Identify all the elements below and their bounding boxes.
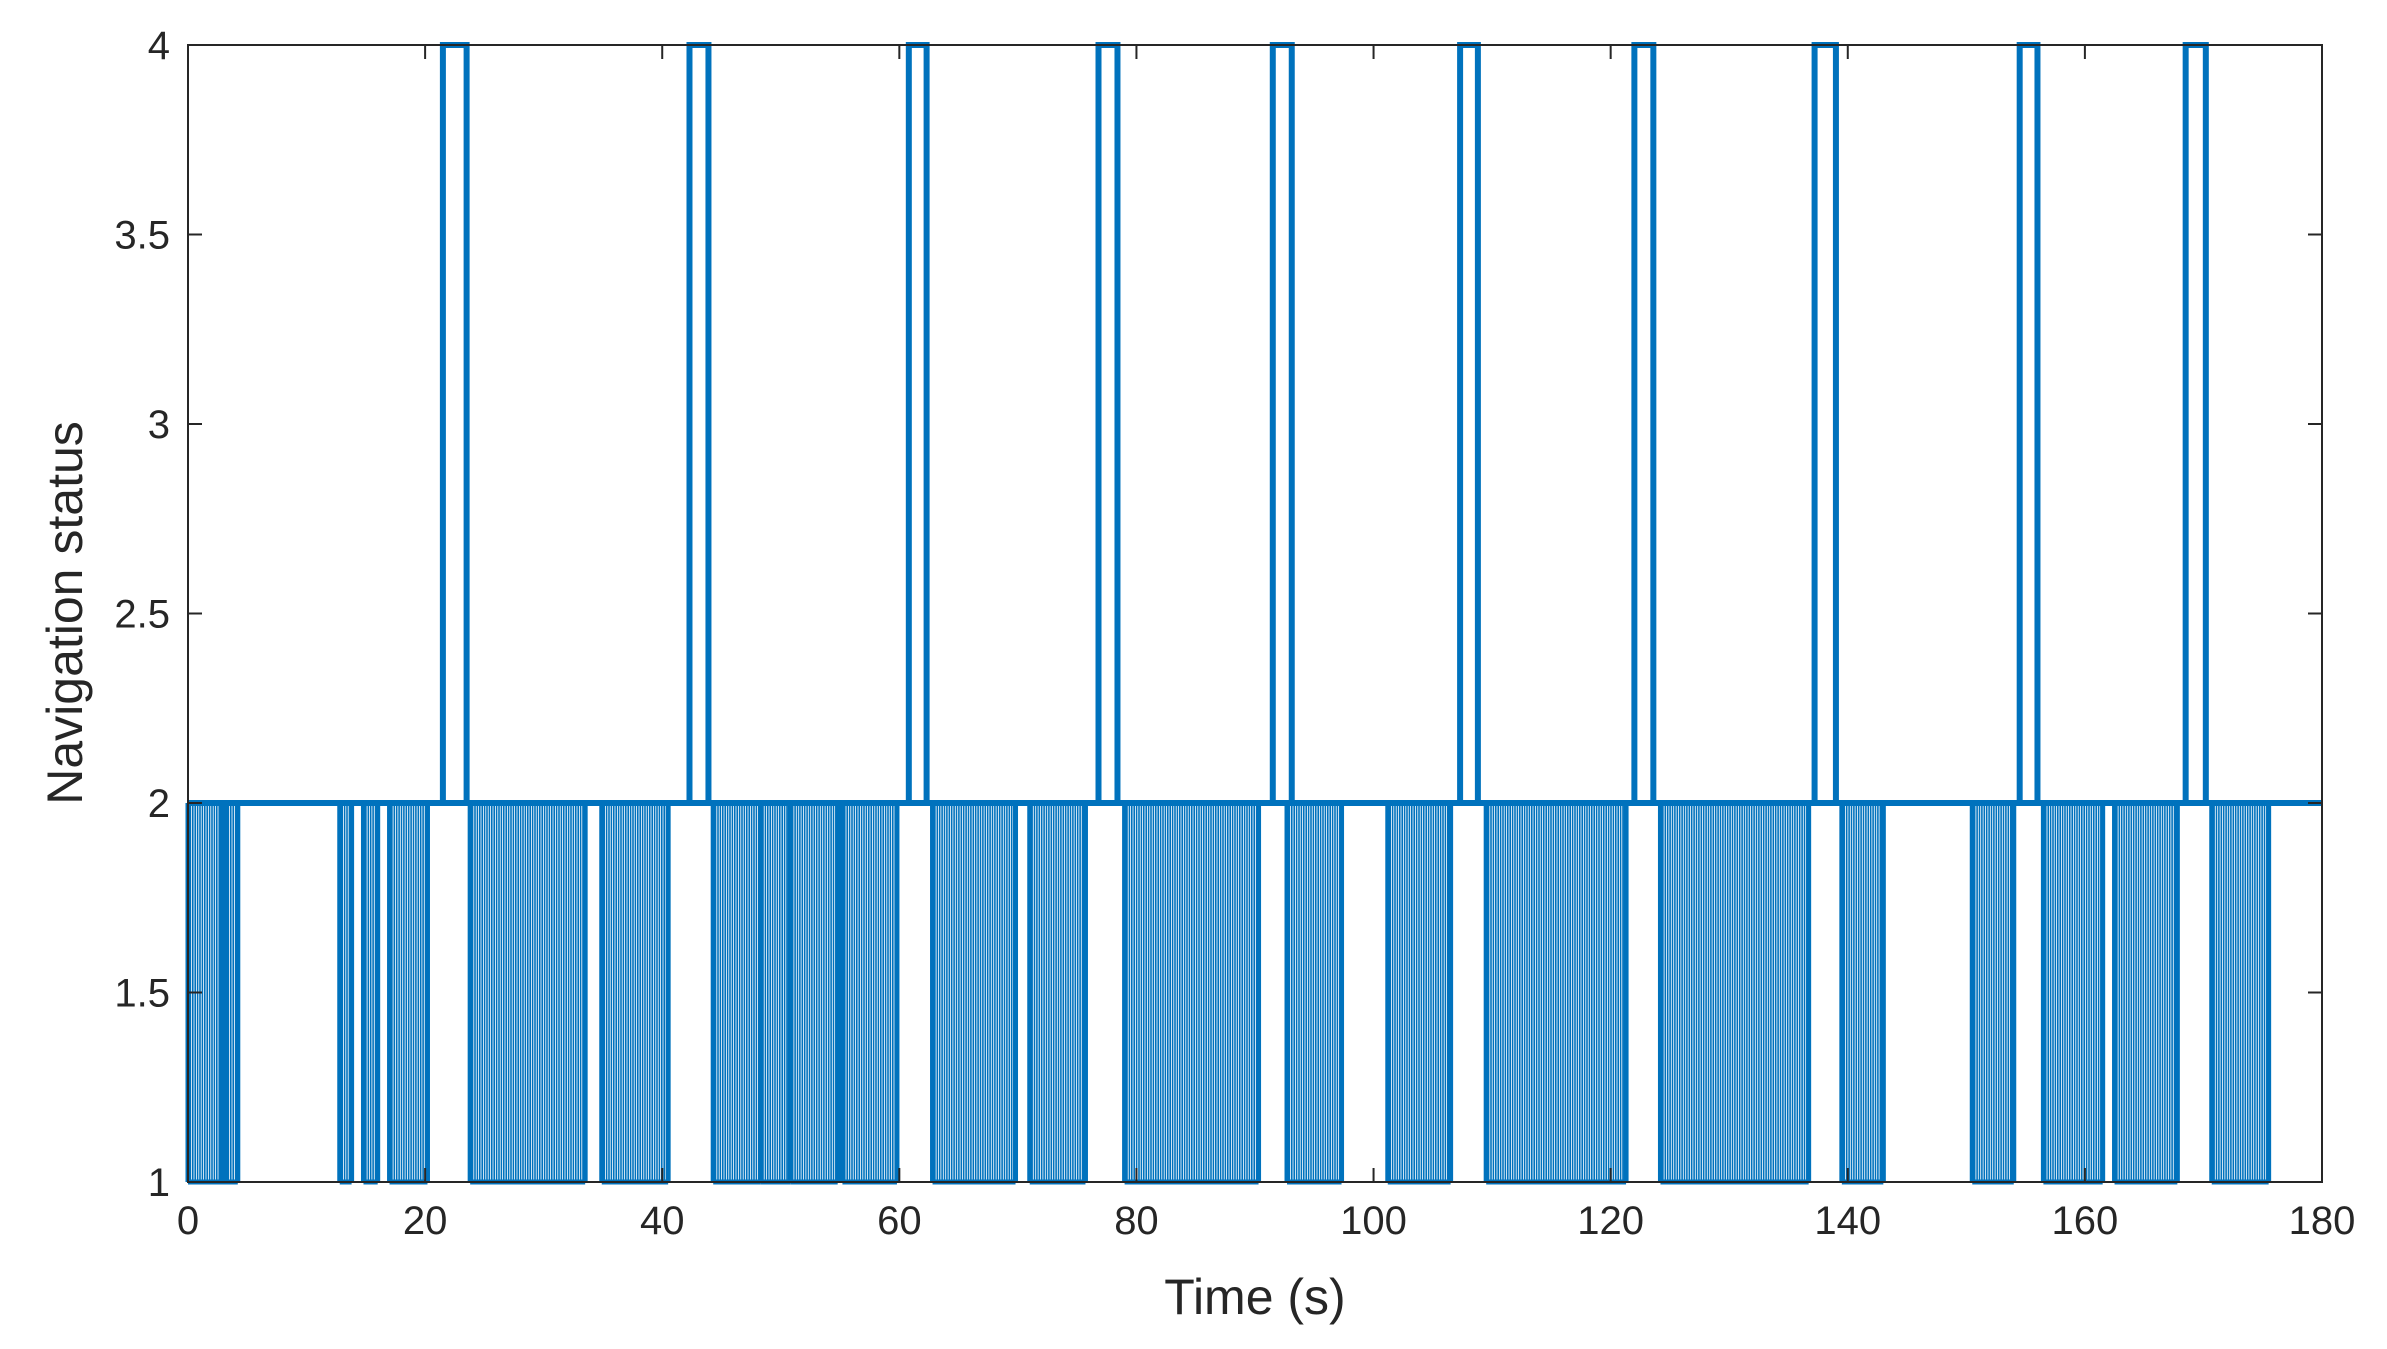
tick-layer: 0 20 40 60 80 100 120 140 160 180 1 1.5 2 2.5 3 3.5 4 [114,24,2355,1243]
low-state-switching [1286,803,1341,1182]
x-tick-label: 60 [877,1199,922,1243]
x-tick-label: 180 [2289,1199,2356,1243]
x-tick-label: 40 [640,1199,685,1243]
y-tick-label: 3.5 [114,214,170,258]
x-tick-label: 20 [403,1199,448,1243]
low-state-switching [1485,803,1627,1182]
low-state-block [710,803,764,1185]
y-tick-label: 1 [148,1161,170,1205]
x-tick-label: 140 [1814,1199,1881,1243]
low-state-block [467,803,588,1185]
low-state-block [787,803,841,1185]
low-state-block [360,803,381,1185]
y-axis-label: Navigation status [37,421,93,805]
y-tick-label: 4 [148,24,170,68]
x-axis-label: Time (s) [1164,1269,1345,1325]
y-tick-label: 1.5 [114,972,170,1016]
x-tick-label: 100 [1340,1199,1407,1243]
x-tick-label: 80 [1114,1199,1159,1243]
y-tick-label: 2.5 [114,593,170,637]
y-tick-label: 2 [148,782,170,826]
x-tick-label: 160 [2052,1199,2119,1243]
low-state-block [2040,803,2106,1185]
low-state-switching [2113,803,2178,1182]
low-state-switching [841,803,896,1182]
low-state-switching [931,803,1015,1182]
x-tick-label: 120 [1577,1199,1644,1243]
low-state-switching [759,803,791,1182]
low-state-block [1839,803,1886,1185]
low-state-block [2112,803,2180,1185]
low-state-switching [1387,803,1451,1182]
y-tick-label: 3 [148,403,170,447]
x-tick-label: 0 [177,1199,199,1243]
low-state-block [1385,803,1454,1185]
low-state-block [2209,803,2272,1185]
